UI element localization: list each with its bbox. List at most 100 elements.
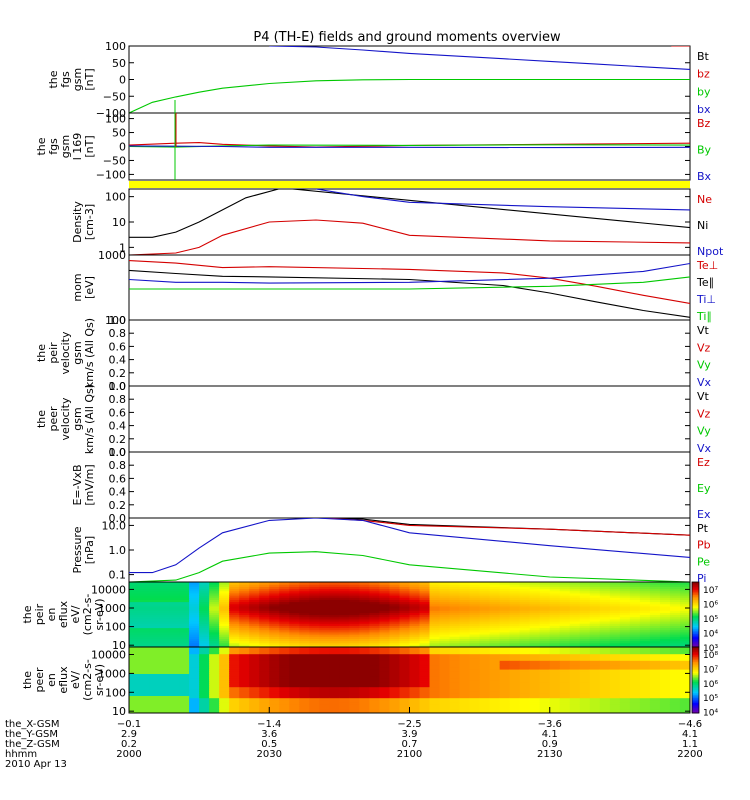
- spectrogram-cell: [469, 603, 481, 607]
- spectrogram-cell: [139, 644, 150, 647]
- spectrogram-cell: [309, 695, 320, 699]
- spectrogram-cell: [129, 675, 140, 679]
- spectrogram-cell: [359, 680, 371, 683]
- spectrogram-cell: [639, 601, 651, 605]
- spectrogram-cell: [659, 634, 671, 637]
- spectrogram-cell: [659, 664, 671, 668]
- y-axis-label: velocity: [59, 331, 72, 374]
- spectrogram-cell: [409, 614, 421, 618]
- x-axis-date: 2010 Apr 13: [5, 759, 67, 770]
- spectrogram-cell: [489, 608, 501, 611]
- spectrogram-cell: [659, 625, 671, 629]
- spectrogram-cell: [179, 673, 190, 677]
- spectrogram-cell: [289, 649, 300, 652]
- spectrogram-cell: [429, 684, 441, 688]
- spectrogram-cell: [309, 599, 320, 603]
- colorbar-step: [692, 680, 699, 683]
- spectrogram-cell: [249, 702, 260, 705]
- spectrogram-cell: [199, 636, 210, 639]
- spectrogram-cell: [589, 603, 601, 607]
- spectrogram-cell: [379, 706, 391, 710]
- x-axis-value: 1.1: [682, 739, 698, 750]
- spectrogram-cell: [409, 702, 421, 705]
- spectrogram-cell: [639, 688, 651, 692]
- spectrogram-cell: [239, 688, 250, 692]
- spectrogram-cell: [249, 582, 260, 585]
- spectrogram-cell: [329, 623, 340, 626]
- spectrogram-cell: [289, 625, 300, 629]
- spectrogram-cell: [309, 710, 320, 713]
- spectrogram-cell: [679, 699, 690, 703]
- spectrogram-cell: [149, 686, 160, 690]
- spectrogram-cell: [299, 675, 310, 679]
- spectrogram-cell: [149, 649, 160, 652]
- spectrogram-cell: [179, 621, 190, 624]
- spectrogram-cell: [399, 599, 411, 603]
- spectrogram-cell: [639, 691, 651, 694]
- spectrogram-cell: [239, 629, 250, 633]
- spectrogram-cell: [409, 697, 421, 701]
- spectrogram-cell: [369, 597, 381, 600]
- spectrogram-cell: [199, 662, 210, 666]
- spectrogram-cell: [659, 616, 671, 620]
- spectrogram-cell: [369, 680, 381, 683]
- spectrogram-cell: [459, 597, 471, 600]
- spectrogram-cell: [549, 642, 561, 646]
- spectrogram-cell: [379, 664, 391, 668]
- spectrogram-cell: [479, 704, 491, 707]
- spectrogram-cell: [619, 590, 631, 594]
- spectrogram-cell: [249, 666, 260, 670]
- spectrogram-cell: [589, 695, 601, 699]
- spectrogram-cell: [219, 618, 230, 622]
- spectrogram-cell: [619, 582, 631, 585]
- spectrogram-cell: [429, 625, 441, 629]
- spectrogram-cell: [309, 688, 320, 692]
- colorbar-step: [692, 665, 699, 668]
- spectrogram-cell: [459, 666, 471, 670]
- spectrogram-cell: [489, 590, 501, 594]
- spectrogram-cell: [189, 691, 200, 694]
- spectrogram-cell: [289, 582, 300, 585]
- spectrogram-cell: [549, 631, 561, 635]
- spectrogram-cell: [409, 666, 421, 670]
- spectrogram-cell: [279, 686, 290, 690]
- spectrogram-cell: [209, 697, 220, 701]
- spectrogram-cell: [679, 673, 690, 677]
- spectrogram-cell: [349, 669, 361, 672]
- legend-item: Bx: [697, 170, 712, 183]
- spectrogram-cell: [269, 662, 280, 666]
- spectrogram-cell: [239, 621, 250, 624]
- spectrogram-cell: [239, 669, 250, 672]
- legend-item: Vz: [697, 341, 711, 354]
- spectrogram-cell: [569, 608, 581, 611]
- spectrogram-cell: [639, 621, 651, 624]
- spectrogram-cell: [339, 588, 350, 592]
- spectrogram-cell: [659, 669, 671, 672]
- spectrogram-cell: [329, 642, 340, 646]
- spectrogram-cell: [179, 664, 190, 668]
- spectrogram-cell: [509, 669, 521, 672]
- spectrogram-cell: [529, 629, 541, 633]
- spectrogram-cell: [129, 625, 140, 629]
- spectrogram-cell: [559, 708, 571, 712]
- spectrogram-cell: [669, 653, 681, 657]
- spectrogram-cell: [339, 625, 350, 629]
- colorbar-step: [692, 634, 699, 637]
- spectrogram-cell: [309, 584, 320, 587]
- spectrogram-cell: [349, 662, 361, 666]
- spectrogram-cell: [499, 684, 511, 688]
- spectrogram-cell: [389, 653, 401, 657]
- legend-item: Ey: [697, 482, 711, 495]
- spectrogram-cell: [209, 664, 220, 668]
- spectrogram-cell: [519, 616, 531, 620]
- spectrogram-cell: [579, 642, 591, 646]
- spectrogram-cell: [459, 629, 471, 633]
- spectrogram-cell: [459, 625, 471, 629]
- spectrogram-cell: [539, 697, 551, 701]
- spectrogram-cell: [479, 684, 491, 688]
- spectrogram-cell: [639, 649, 651, 652]
- spectrogram-cell: [179, 695, 190, 699]
- spectrogram-cell: [199, 638, 210, 642]
- spectrogram-cell: [299, 699, 310, 703]
- spectrogram-cell: [469, 699, 481, 703]
